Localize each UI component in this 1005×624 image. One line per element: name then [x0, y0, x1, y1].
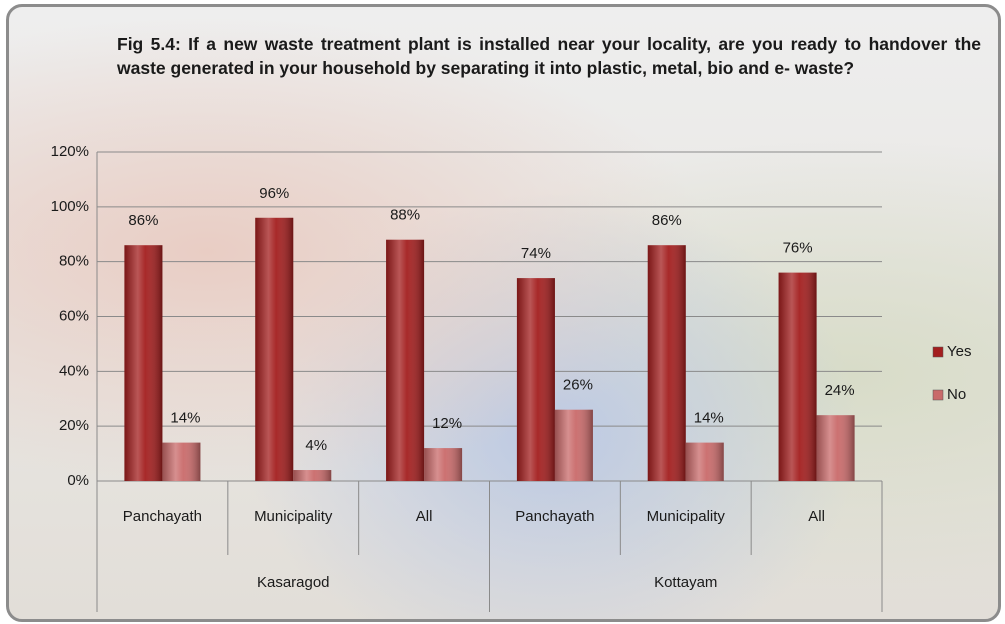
- bar-shine: [386, 240, 424, 481]
- chart: 0% 20% 40% 60% 80% 100% 120% Panchayath Municipa…: [0, 0, 1005, 624]
- bar-shine: [424, 448, 462, 481]
- bar-shine: [648, 245, 686, 481]
- y-tick-label: 0%: [67, 472, 89, 489]
- legend-swatch: [933, 390, 943, 400]
- x-tick-label: All: [416, 508, 433, 525]
- x-tick-label: Panchayath: [123, 508, 202, 525]
- x-tick-label: All: [808, 508, 825, 525]
- bar-shine: [817, 415, 855, 481]
- data-label: 74%: [521, 245, 551, 262]
- bar-shine: [779, 273, 817, 481]
- bar-shine: [517, 278, 555, 481]
- data-label: 88%: [390, 207, 420, 224]
- data-label: 96%: [259, 185, 289, 202]
- data-label: 26%: [563, 377, 593, 394]
- data-label: 86%: [652, 212, 682, 229]
- y-tick-label: 60%: [59, 307, 89, 324]
- x-tick-label: Municipality: [254, 508, 333, 525]
- bar-shine: [255, 218, 293, 481]
- y-tick-label: 120%: [51, 143, 89, 160]
- x-tick-label: Municipality: [647, 508, 726, 525]
- y-tick-label: 80%: [59, 253, 89, 270]
- group-label: Kottayam: [654, 574, 717, 591]
- data-label: 12%: [432, 415, 462, 432]
- data-label: 14%: [170, 410, 200, 427]
- bar-shine: [555, 410, 593, 481]
- x-tick-label: Panchayath: [515, 508, 594, 525]
- y-tick-label: 40%: [59, 362, 89, 379]
- data-label: 76%: [783, 240, 813, 257]
- bar-shine: [686, 443, 724, 481]
- bar-shine: [162, 443, 200, 481]
- data-label: 86%: [128, 212, 158, 229]
- legend-swatch: [933, 347, 943, 357]
- y-tick-label: 20%: [59, 417, 89, 434]
- bar-shine: [293, 470, 331, 481]
- data-label: 24%: [825, 382, 855, 399]
- data-label: 14%: [694, 410, 724, 427]
- legend-label: No: [947, 386, 966, 403]
- data-label: 4%: [305, 437, 327, 454]
- y-tick-label: 100%: [51, 198, 89, 215]
- bar-shine: [124, 245, 162, 481]
- legend-label: Yes: [947, 343, 971, 360]
- group-label: Kasaragod: [257, 574, 330, 591]
